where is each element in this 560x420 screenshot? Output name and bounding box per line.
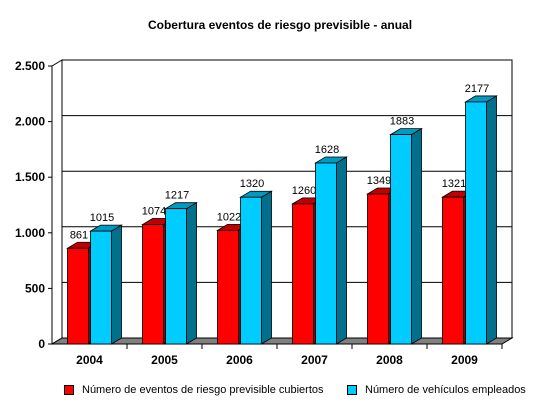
x-tick-label: 2005 — [151, 353, 178, 367]
y-tick-label: 1.000 — [15, 226, 45, 240]
y-tick-label: 0 — [38, 337, 45, 351]
bar-side — [186, 201, 197, 345]
data-label: 1321 — [442, 178, 466, 190]
bar-front — [442, 196, 464, 345]
bar-side — [486, 95, 497, 345]
data-label: 1022 — [217, 211, 241, 223]
bar-side — [111, 224, 122, 345]
data-label: 2177 — [465, 83, 489, 95]
data-label: 1883 — [390, 116, 414, 128]
side-wall — [51, 59, 63, 345]
x-tick-label: 2004 — [76, 353, 103, 367]
bar-vehiculos-2004 — [89, 224, 123, 345]
bar-front — [465, 101, 487, 345]
bar-vehiculos-2008 — [389, 127, 423, 345]
data-label: 1217 — [165, 190, 189, 202]
data-label: 1628 — [315, 144, 339, 156]
legend-item-eventos: Número de eventos de riesgo previsible c… — [64, 384, 324, 396]
legend: Número de eventos de riesgo previsible c… — [0, 384, 560, 400]
bar-front — [390, 134, 412, 345]
legend-swatch-vehiculos — [347, 385, 357, 395]
bar-front — [315, 162, 337, 345]
legend-swatch-eventos — [64, 385, 74, 395]
y-tick-label: 500 — [25, 281, 45, 295]
bar-vehiculos-2005 — [164, 201, 198, 345]
x-tick-label: 2008 — [376, 353, 403, 367]
chart-title: Cobertura eventos de riesgo previsible -… — [147, 18, 413, 32]
legend-item-vehiculos: Número de vehículos empleados — [347, 384, 526, 396]
bar-side — [336, 156, 347, 345]
bar-front — [90, 230, 112, 345]
y-tick-label: 1.500 — [15, 170, 45, 184]
bar-side — [261, 190, 272, 345]
bar-vehiculos-2009 — [464, 95, 498, 345]
bar-vehiculos-2006 — [239, 190, 273, 345]
bar-front — [292, 203, 314, 345]
x-tick-label: 2009 — [451, 353, 478, 367]
data-label: 1320 — [240, 178, 264, 190]
x-tick-label: 2006 — [226, 353, 253, 367]
data-label: 861 — [70, 229, 88, 241]
data-label: 1074 — [142, 206, 166, 218]
legend-label-eventos: Número de eventos de riesgo previsible c… — [82, 384, 324, 396]
bar-front — [217, 229, 239, 345]
bar-front — [240, 196, 262, 345]
bar-side — [411, 127, 422, 345]
data-label: 1260 — [292, 185, 316, 197]
bar-vehiculos-2007 — [314, 156, 348, 345]
legend-label-vehiculos: Número de vehículos empleados — [365, 384, 526, 396]
bar-front — [367, 193, 389, 345]
bar-front — [165, 208, 187, 345]
bar-front — [142, 224, 164, 345]
y-tick-label: 2.000 — [15, 115, 45, 129]
data-label: 1015 — [90, 212, 114, 224]
y-tick-label: 2.500 — [15, 59, 45, 73]
x-tick-label: 2007 — [301, 353, 328, 367]
data-label: 1349 — [367, 175, 391, 187]
bar-front — [67, 247, 89, 345]
